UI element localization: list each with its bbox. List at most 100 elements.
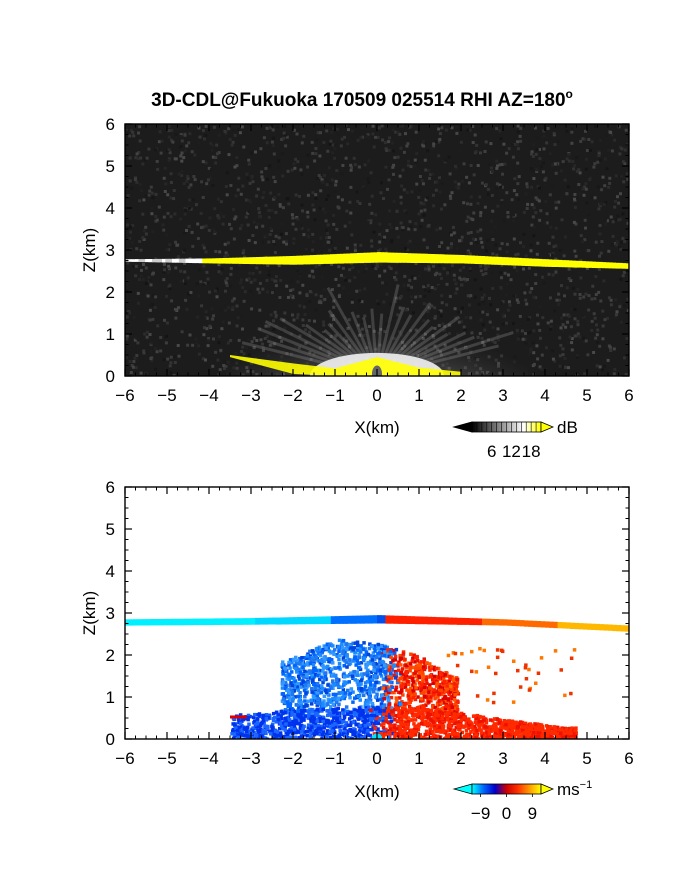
reflectivity-noise-cell xyxy=(239,227,242,230)
velocity-echo-cell xyxy=(356,674,360,678)
velocity-echo-cell xyxy=(413,692,417,696)
reflectivity-noise-cell xyxy=(156,160,159,163)
reflectivity-noise-cell xyxy=(357,270,360,273)
reflectivity-noise-cell xyxy=(323,174,326,177)
reflectivity-noise-cell xyxy=(240,315,243,318)
reflectivity-noise-cell xyxy=(266,264,269,267)
reflectivity-noise-cell xyxy=(526,185,529,188)
velocity-echo-cell xyxy=(400,689,404,693)
reflectivity-layer-cell xyxy=(135,259,139,262)
reflectivity-noise-cell xyxy=(254,151,257,154)
velocity-echo-cell xyxy=(367,653,371,657)
reflectivity-noise-cell xyxy=(455,126,458,129)
reflectivity-noise-cell xyxy=(420,202,423,205)
velocity-echo-cell xyxy=(427,700,431,704)
velocity-echo-cell xyxy=(379,672,383,676)
reflectivity-noise-cell xyxy=(133,316,136,319)
reflectivity-noise-cell xyxy=(257,188,260,191)
reflectivity-noise-cell xyxy=(585,168,588,171)
reflectivity-noise-cell xyxy=(219,212,222,215)
reflectivity-noise-cell xyxy=(593,162,596,165)
reflectivity-noise-cell xyxy=(458,150,461,153)
velocity-echo-cell xyxy=(359,650,363,654)
reflectivity-layer-cell xyxy=(397,253,401,263)
reflectivity-noise-cell xyxy=(530,153,533,156)
reflectivity-noise-cell xyxy=(506,254,509,257)
reflectivity-layer-cell xyxy=(290,256,294,265)
reflectivity-noise-cell xyxy=(594,275,597,278)
velocity-layer-cell xyxy=(381,615,386,623)
reflectivity-noise-cell xyxy=(296,160,299,163)
velocity-echo-cell xyxy=(341,708,345,712)
reflectivity-noise-cell xyxy=(575,255,578,258)
velocity-echo-cell xyxy=(383,654,387,658)
reflectivity-noise-cell xyxy=(461,236,464,239)
velocity-echo-cell xyxy=(407,701,411,705)
reflectivity-noise-cell xyxy=(214,162,217,165)
reflectivity-noise-cell xyxy=(147,295,150,298)
reflectivity-noise-cell xyxy=(622,274,625,277)
reflectivity-noise-cell xyxy=(218,250,221,253)
reflectivity-noise-cell xyxy=(264,167,267,170)
reflectivity-noise-cell xyxy=(492,238,495,241)
velocity-echo-cell xyxy=(394,655,398,659)
reflectivity-noise-cell xyxy=(277,159,280,162)
reflectivity-noise-cell xyxy=(132,366,135,369)
reflectivity-noise-cell xyxy=(247,199,250,202)
reflectivity-noise-cell xyxy=(568,315,571,318)
velocity-layer-cell xyxy=(482,619,487,626)
reflectivity-noise-cell xyxy=(400,196,403,199)
reflectivity-noise-cell xyxy=(137,302,140,305)
reflectivity-layer-cell xyxy=(226,258,230,264)
reflectivity-noise-cell xyxy=(466,251,469,254)
reflectivity-noise-cell xyxy=(249,140,252,143)
reflectivity-noise-cell xyxy=(586,353,589,356)
reflectivity-noise-cell xyxy=(128,237,131,240)
reflectivity-noise-cell xyxy=(605,134,608,137)
reflectivity-colorbar-low-arrow xyxy=(454,422,472,432)
reflectivity-noise-cell xyxy=(607,186,610,189)
reflectivity-noise-cell xyxy=(358,166,361,169)
reflectivity-noise-cell xyxy=(195,342,198,345)
velocity-echo-cell xyxy=(379,669,383,673)
reflectivity-noise-cell xyxy=(274,211,277,214)
velocity-echo-cell xyxy=(315,647,319,651)
reflectivity-noise-cell xyxy=(166,358,169,361)
velocity-echo-cell xyxy=(282,692,286,696)
reflectivity-noise-cell xyxy=(183,270,186,273)
reflectivity-noise-cell xyxy=(180,174,183,177)
reflectivity-noise-cell xyxy=(582,296,585,299)
reflectivity-noise-cell xyxy=(529,291,532,294)
reflectivity-noise-cell xyxy=(158,140,161,143)
velocity-echo-cell xyxy=(439,689,443,693)
reflectivity-noise-cell xyxy=(467,232,470,235)
reflectivity-noise-cell xyxy=(354,163,357,166)
reflectivity-noise-cell xyxy=(446,283,449,286)
velocity-echo-cell xyxy=(322,656,326,660)
reflectivity-noise-cell xyxy=(536,242,539,245)
velocity-echo-cell xyxy=(417,667,421,671)
reflectivity-noise-cell xyxy=(130,371,133,374)
reflectivity-noise-cell xyxy=(477,164,480,167)
reflectivity-layer-cell xyxy=(343,254,347,264)
reflectivity-noise-cell xyxy=(467,216,470,219)
reflectivity-noise-cell xyxy=(573,344,576,347)
reflectivity-noise-cell xyxy=(507,274,510,277)
reflectivity-noise-cell xyxy=(162,278,165,281)
reflectivity-noise-cell xyxy=(440,126,443,129)
reflectivity-noise-cell xyxy=(181,356,184,359)
reflectivity-noise-cell xyxy=(503,219,506,222)
reflectivity-noise-cell xyxy=(483,294,486,297)
reflectivity-noise-cell xyxy=(285,243,288,246)
reflectivity-noise-cell xyxy=(259,282,262,285)
reflectivity-noise-cell xyxy=(579,297,582,300)
velocity-echo-cell xyxy=(292,697,296,701)
reflectivity-noise-cell xyxy=(573,198,576,201)
velocity-echo-cell xyxy=(456,708,460,712)
reflectivity-noise-cell xyxy=(573,221,576,224)
velocity-echo-cell xyxy=(316,674,320,678)
reflectivity-noise-cell xyxy=(422,141,425,144)
reflectivity-noise-cell xyxy=(400,202,403,205)
velocity-echo-cell xyxy=(345,654,349,658)
reflectivity-noise-cell xyxy=(402,169,405,172)
